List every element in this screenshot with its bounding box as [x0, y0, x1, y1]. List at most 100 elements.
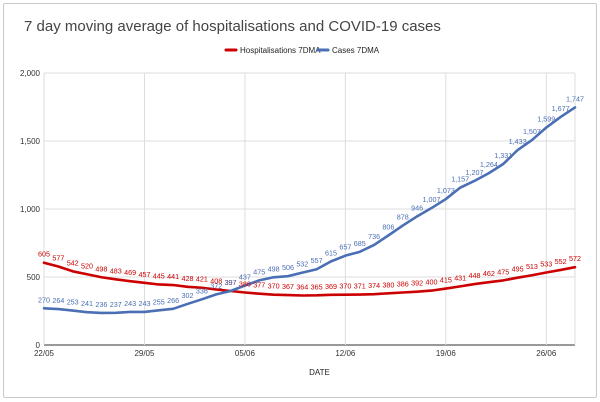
hospitalisations-data-label: 365 — [311, 282, 323, 291]
cases-data-label: 253 — [67, 298, 79, 307]
hospitalisations-data-label: 392 — [411, 279, 423, 288]
cases-data-label: 506 — [282, 263, 294, 272]
x-tick-label: 05/06 — [235, 349, 256, 358]
hospitalisations-data-label: 475 — [497, 267, 509, 276]
x-tick-label: 29/05 — [134, 349, 155, 358]
chart-title: 7 day moving average of hospitalisations… — [24, 18, 441, 35]
hospitalisations-data-label: 415 — [440, 276, 452, 285]
hospitalisations-data-label: 380 — [382, 280, 394, 289]
hospitalisations-data-label: 428 — [182, 274, 194, 283]
hospitalisations-data-label: 370 — [268, 282, 280, 291]
hospitalisations-data-label: 469 — [124, 268, 136, 277]
x-tick-label: 22/05 — [34, 349, 55, 358]
hospitalisations-data-label: 367 — [282, 282, 294, 291]
cases-data-label: 264 — [52, 296, 64, 305]
hospitalisations-data-label: 533 — [540, 260, 552, 269]
hospitalisations-data-label: 377 — [253, 281, 265, 290]
hospitalisations-data-label: 605 — [38, 250, 50, 259]
cases-data-label: 336 — [196, 286, 208, 295]
hospitalisations-data-label: 386 — [397, 280, 409, 289]
hospitalisations-data-label: 397 — [225, 278, 237, 287]
cases-data-label: 397 — [225, 278, 237, 287]
cases-data-label: 1,677 — [552, 104, 570, 113]
cases-data-label: 1,207 — [466, 168, 484, 177]
legend-hospitalisations-label: Hospitalisations 7DMA — [240, 46, 321, 55]
axes: 0 500 1,000 1,500 2,000 22/05 29/05 05/06 12/06 1… — [20, 69, 557, 358]
cases-data-label: 1,599 — [537, 115, 555, 124]
hospitalisations-data-label: 408 — [210, 277, 222, 286]
cases-line — [42, 106, 577, 315]
hospitalisations-data-label: 483 — [110, 266, 122, 275]
hospitalisations-data-label: 445 — [153, 271, 165, 280]
cases-data-label: 270 — [38, 295, 50, 304]
y-tick-label: 1,500 — [20, 137, 41, 146]
cases-data-label: 266 — [167, 296, 179, 305]
y-tick-label: 500 — [27, 273, 41, 282]
hospitalisations-data-label: 552 — [555, 257, 567, 266]
cases-data-label: 685 — [354, 239, 366, 248]
hospitalisations-data-label: 369 — [325, 282, 337, 291]
grid — [43, 72, 576, 346]
cases-data-label: 243 — [138, 299, 150, 308]
cases-data-label: 255 — [153, 297, 165, 306]
hospitalisations-data-label: 462 — [483, 269, 495, 278]
hospitalisations-data-label: 498 — [95, 264, 107, 273]
cases-data-label: 878 — [397, 213, 409, 222]
cases-data-label: 1,007 — [422, 195, 440, 204]
hospitalisations-data-label: 577 — [52, 254, 64, 263]
y-tick-label: 2,000 — [20, 69, 41, 78]
cases-data-label: 236 — [95, 300, 107, 309]
x-axis-title: DATE — [309, 368, 330, 377]
cases-data-label: 736 — [368, 232, 380, 241]
x-tick-label: 26/06 — [536, 349, 557, 358]
cases-data-label: 1,331 — [494, 151, 512, 160]
legend: Hospitalisations 7DMA Cases 7DMA — [224, 46, 380, 55]
x-tick-label: 19/06 — [436, 349, 457, 358]
hospitalisations-data-label: 457 — [138, 270, 150, 279]
cases-data-label: 498 — [268, 264, 280, 273]
x-tick-label: 12/06 — [335, 349, 356, 358]
hospitalisations-data-label: 542 — [67, 258, 79, 267]
chart-frame — [3, 3, 597, 398]
cases-data-label: 437 — [239, 273, 251, 282]
cases-data-label: 372 — [210, 281, 222, 290]
cases-data-label: 1,157 — [451, 175, 469, 184]
cases-data-label: 806 — [382, 222, 394, 231]
cases-data-label: 475 — [253, 267, 265, 276]
hospitalisations-data-label: 495 — [512, 265, 524, 274]
cases-data-label: 237 — [110, 300, 122, 309]
cases-data-label: 615 — [325, 248, 337, 257]
hospitalisations-data-label: 370 — [339, 282, 351, 291]
series-lines — [42, 106, 577, 315]
cases-data-label: 1,264 — [480, 160, 498, 169]
hospitalisations-data-label: 400 — [425, 278, 437, 287]
hospitalisations-data-label: 386 — [239, 280, 251, 289]
y-tick-label: 0 — [36, 341, 41, 350]
hospitalisations-data-label: 513 — [526, 262, 538, 271]
hospitalisations-data-label: 431 — [454, 273, 466, 282]
cases-data-label: 1,747 — [566, 94, 584, 103]
hospitalisations-data-label: 520 — [81, 261, 93, 270]
hospitalisations-data-label: 441 — [167, 272, 179, 281]
cases-data-label: 1,507 — [523, 127, 541, 136]
hospitalisations-line — [42, 261, 577, 297]
cases-data-label: 657 — [339, 243, 351, 252]
y-tick-label: 1,000 — [20, 205, 41, 214]
hospitalisations-data-label: 364 — [296, 282, 308, 291]
cases-data-label: 302 — [182, 291, 194, 300]
cases-data-label: 1,433 — [509, 137, 527, 146]
cases-data-label: 243 — [124, 299, 136, 308]
hospitalisations-data-label: 371 — [354, 282, 366, 291]
hospitalisations-data-label: 421 — [196, 275, 208, 284]
hospitalisations-data-label: 572 — [569, 254, 581, 263]
cases-data-label: 241 — [81, 299, 93, 308]
legend-cases-label: Cases 7DMA — [332, 46, 380, 55]
cases-data-label: 946 — [411, 203, 423, 212]
cases-data-label: 557 — [311, 256, 323, 265]
cases-data-label: 1,073 — [437, 186, 455, 195]
hospitalisations-data-label: 374 — [368, 281, 380, 290]
hospitalisations-data-label: 448 — [469, 271, 481, 280]
cases-data-label: 532 — [296, 260, 308, 269]
